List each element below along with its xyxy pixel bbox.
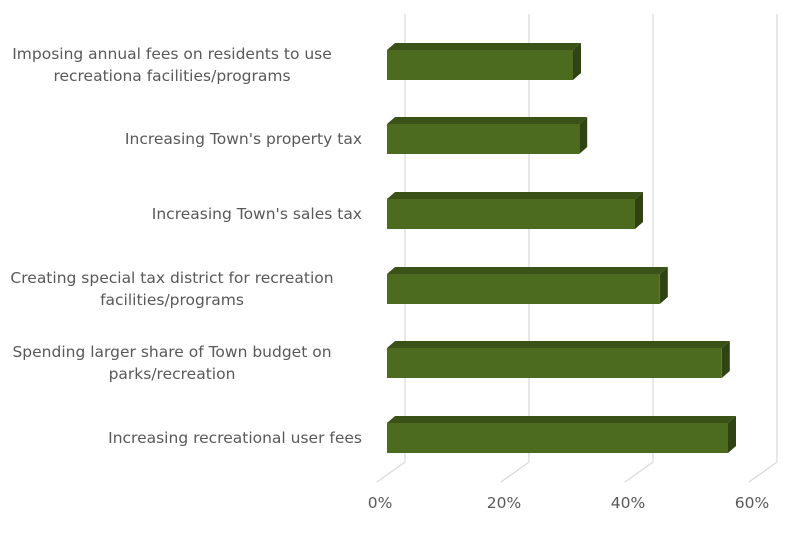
bar xyxy=(387,43,581,80)
category-label-line: Increasing Town's property tax xyxy=(124,130,362,148)
bar xyxy=(387,341,730,378)
bar xyxy=(387,267,668,304)
category-label-line: Imposing annual fees on residents to use xyxy=(12,45,332,63)
category-label: Increasing Town's property tax xyxy=(0,128,362,150)
category-label: Imposing annual fees on residents to use… xyxy=(0,43,362,87)
category-label-line: Spending larger share of Town budget on xyxy=(12,343,332,361)
x-tick-label: 60% xyxy=(734,494,770,512)
bar xyxy=(387,117,588,154)
category-label-line: facilities/programs xyxy=(100,291,244,309)
gridline xyxy=(376,14,406,483)
category-label-line: recreationa facilities/programs xyxy=(53,67,291,85)
gridline xyxy=(500,14,530,483)
category-label-line: parks/recreation xyxy=(108,365,236,383)
category-label: Spending larger share of Town budget on p… xyxy=(0,341,362,385)
category-label-line: Increasing recreational user fees xyxy=(108,429,362,447)
category-label: Increasing recreational user fees xyxy=(0,427,362,449)
gridline xyxy=(748,14,778,483)
gridline xyxy=(624,14,654,483)
category-label-line: Increasing Town's sales tax xyxy=(151,205,362,223)
category-label: Increasing Town's sales tax xyxy=(0,203,362,225)
bar xyxy=(387,192,643,229)
category-label: Creating special tax district for recrea… xyxy=(0,267,362,311)
category-label-line: Creating special tax district for recrea… xyxy=(10,269,334,287)
x-tick-label: 0% xyxy=(367,494,393,512)
x-tick-label: 40% xyxy=(610,494,646,512)
bar xyxy=(387,416,736,453)
x-tick-label: 20% xyxy=(486,494,522,512)
